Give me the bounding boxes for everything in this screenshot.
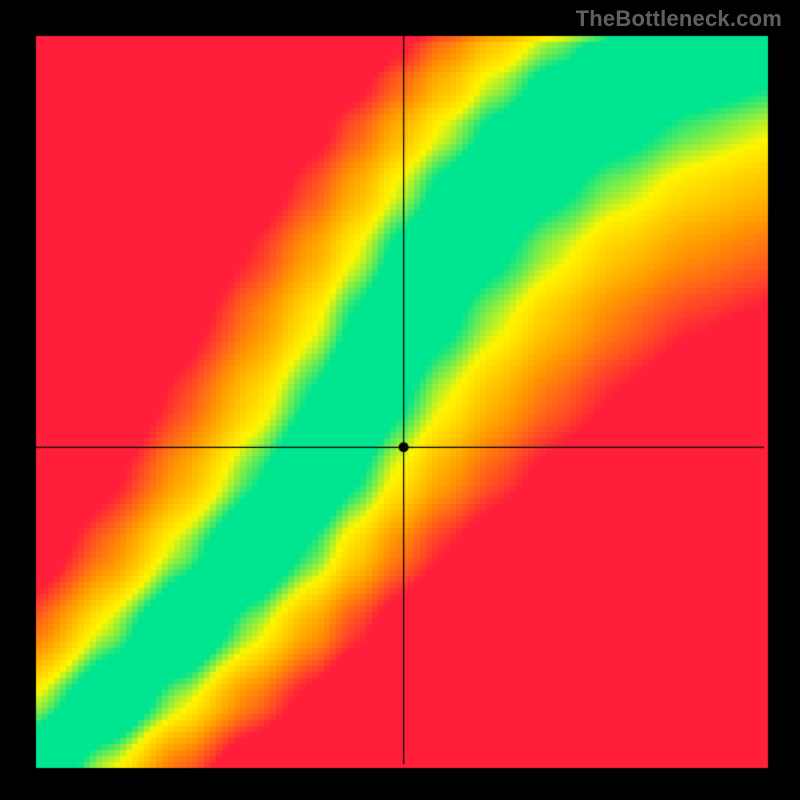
chart-container: TheBottleneck.com xyxy=(0,0,800,800)
heatmap-canvas xyxy=(0,0,800,800)
attribution-text: TheBottleneck.com xyxy=(576,6,782,32)
